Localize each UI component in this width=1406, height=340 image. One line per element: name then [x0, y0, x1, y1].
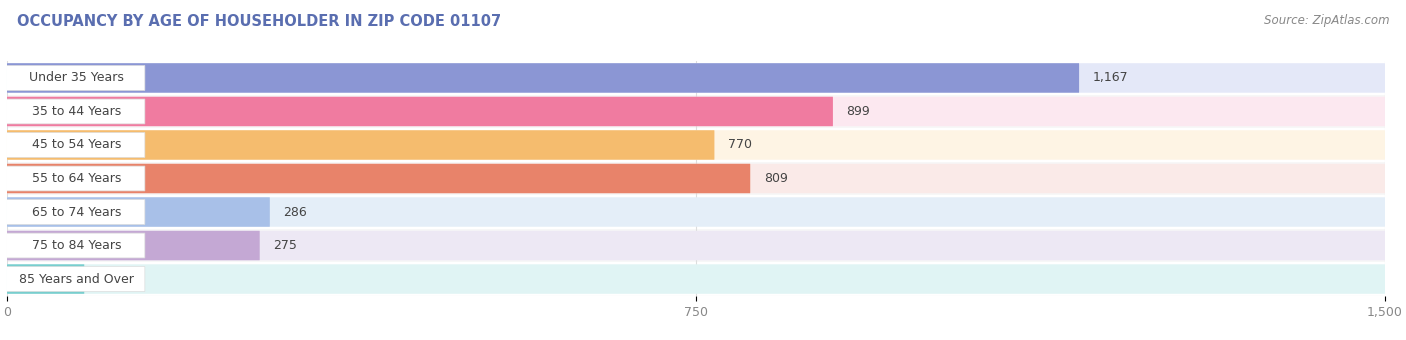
FancyBboxPatch shape	[3, 233, 145, 258]
Text: OCCUPANCY BY AGE OF HOUSEHOLDER IN ZIP CODE 01107: OCCUPANCY BY AGE OF HOUSEHOLDER IN ZIP C…	[17, 14, 501, 29]
Text: 1,167: 1,167	[1092, 71, 1129, 84]
FancyBboxPatch shape	[7, 231, 260, 260]
FancyBboxPatch shape	[3, 99, 145, 124]
Bar	[7, 195, 1385, 229]
Text: 286: 286	[284, 205, 308, 219]
Text: 899: 899	[846, 105, 870, 118]
Bar	[7, 95, 1385, 128]
FancyBboxPatch shape	[3, 66, 145, 90]
FancyBboxPatch shape	[7, 63, 1385, 93]
FancyBboxPatch shape	[7, 130, 714, 160]
FancyBboxPatch shape	[3, 267, 145, 291]
FancyBboxPatch shape	[7, 130, 1385, 160]
FancyBboxPatch shape	[7, 164, 1385, 193]
Bar	[7, 262, 1385, 296]
Text: Under 35 Years: Under 35 Years	[30, 71, 124, 84]
Text: 55 to 64 Years: 55 to 64 Years	[32, 172, 121, 185]
FancyBboxPatch shape	[7, 197, 270, 227]
FancyBboxPatch shape	[7, 264, 84, 294]
Text: 84: 84	[98, 273, 114, 286]
FancyBboxPatch shape	[7, 63, 1078, 93]
FancyBboxPatch shape	[3, 133, 145, 157]
Text: 75 to 84 Years: 75 to 84 Years	[31, 239, 121, 252]
Text: Source: ZipAtlas.com: Source: ZipAtlas.com	[1264, 14, 1389, 27]
Bar	[7, 162, 1385, 195]
Text: 85 Years and Over: 85 Years and Over	[18, 273, 134, 286]
FancyBboxPatch shape	[7, 97, 1385, 126]
FancyBboxPatch shape	[7, 197, 1385, 227]
FancyBboxPatch shape	[7, 264, 1385, 294]
Text: 45 to 54 Years: 45 to 54 Years	[32, 138, 121, 152]
Bar	[7, 128, 1385, 162]
Bar	[7, 229, 1385, 262]
FancyBboxPatch shape	[7, 97, 832, 126]
Text: 35 to 44 Years: 35 to 44 Years	[32, 105, 121, 118]
Bar	[7, 61, 1385, 95]
Text: 275: 275	[273, 239, 297, 252]
FancyBboxPatch shape	[7, 231, 1385, 260]
FancyBboxPatch shape	[7, 164, 751, 193]
Text: 65 to 74 Years: 65 to 74 Years	[32, 205, 121, 219]
FancyBboxPatch shape	[3, 200, 145, 224]
FancyBboxPatch shape	[3, 166, 145, 191]
Text: 809: 809	[763, 172, 787, 185]
Text: 770: 770	[728, 138, 752, 152]
